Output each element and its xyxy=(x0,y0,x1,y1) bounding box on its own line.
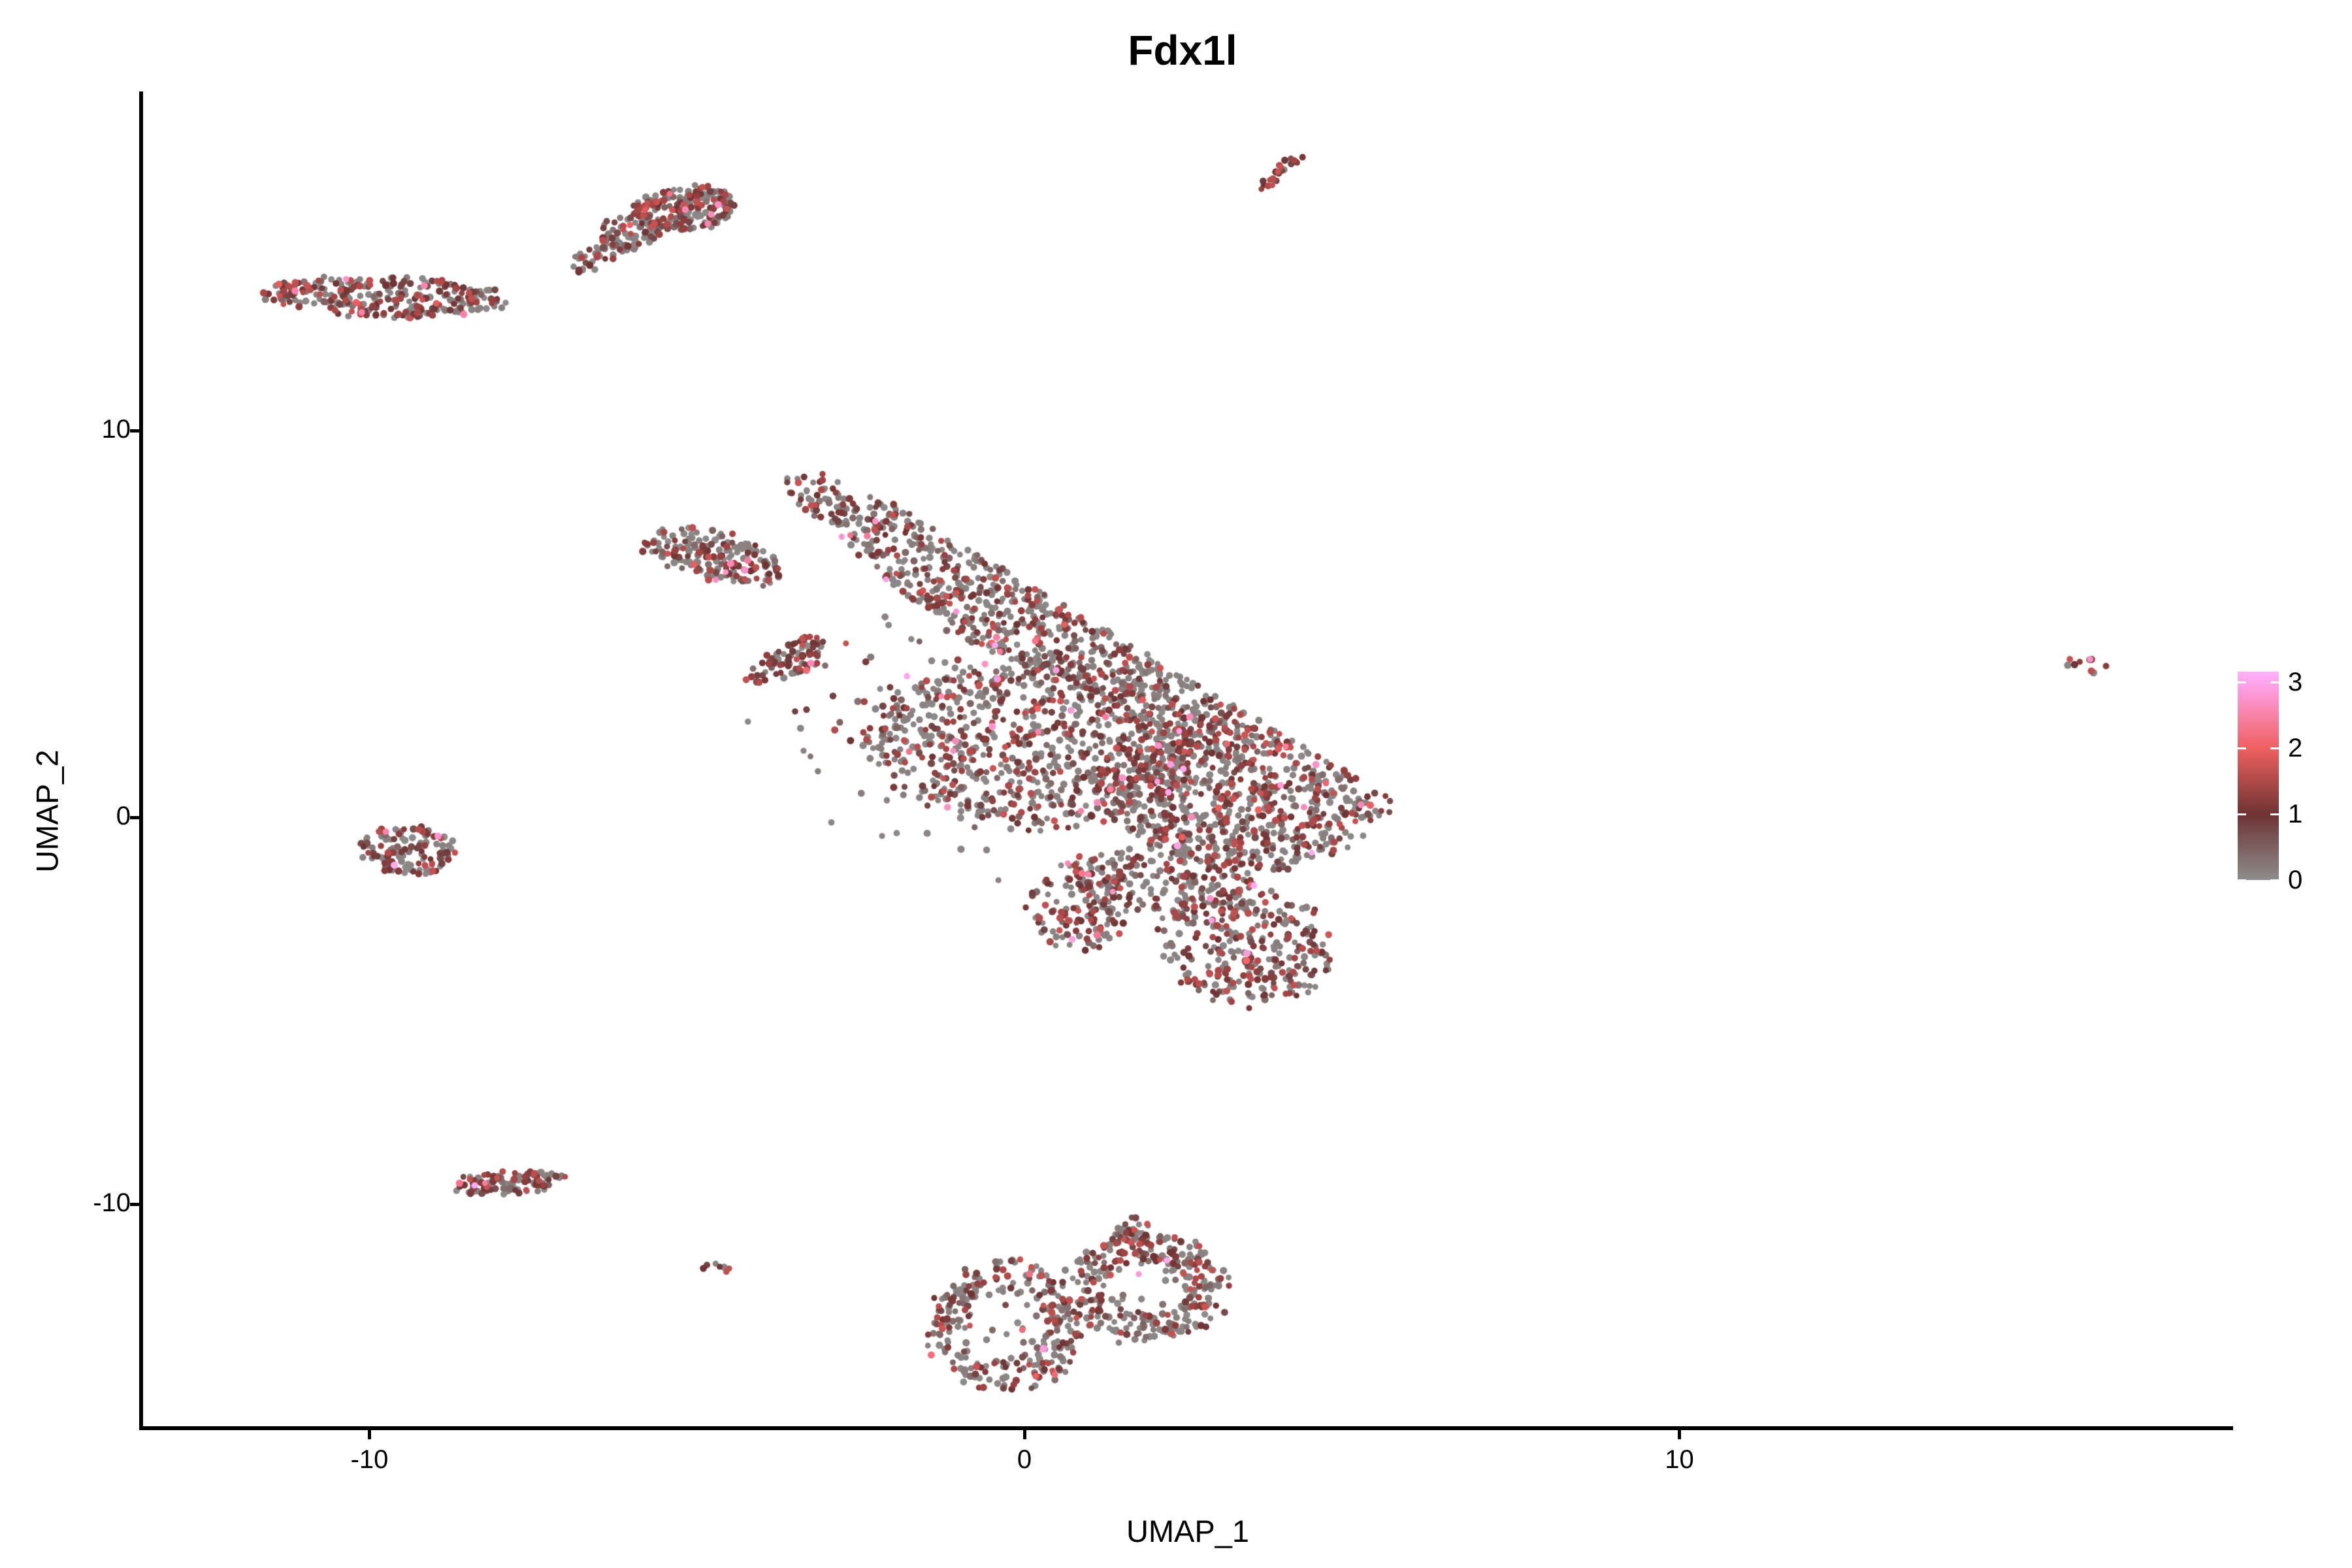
expression-colorbar-legend: 3 2 1 0 xyxy=(2238,668,2352,894)
legend-tick-label: 3 xyxy=(2288,668,2303,697)
y-tick-mark xyxy=(130,1202,139,1206)
y-tick-mark xyxy=(130,429,139,433)
y-axis-title: UMAP_2 xyxy=(29,749,65,873)
y-axis-line xyxy=(139,91,143,1430)
legend-tick-label: 1 xyxy=(2288,800,2303,829)
legend-tick-label: 2 xyxy=(2288,734,2303,763)
x-axis-title: UMAP_1 xyxy=(1126,1514,1250,1548)
x-axis-line xyxy=(139,1426,2233,1430)
y-tick-label: 10 xyxy=(101,415,131,444)
legend-tick-mark xyxy=(2270,813,2279,815)
x-tick-mark xyxy=(1022,1430,1026,1439)
y-tick-mark xyxy=(130,815,139,819)
x-tick-label: 0 xyxy=(1017,1445,1032,1474)
legend-tick-mark xyxy=(2238,747,2246,749)
x-tick-mark xyxy=(1678,1430,1681,1439)
legend-gradient-bar xyxy=(2238,672,2279,880)
y-tick-label: 0 xyxy=(116,802,131,830)
x-tick-label: 10 xyxy=(1665,1445,1694,1474)
legend-tick-mark xyxy=(2270,747,2279,749)
legend-tick-mark xyxy=(2270,879,2279,881)
x-tick-label: -10 xyxy=(350,1445,389,1474)
legend-tick-mark xyxy=(2270,681,2279,683)
x-tick-mark xyxy=(368,1430,371,1439)
legend-tick-mark xyxy=(2238,681,2246,683)
legend-tick-mark xyxy=(2238,813,2246,815)
y-tick-label: -10 xyxy=(93,1188,131,1217)
legend-tick-label: 0 xyxy=(2288,866,2303,894)
legend-tick-mark xyxy=(2238,879,2246,881)
